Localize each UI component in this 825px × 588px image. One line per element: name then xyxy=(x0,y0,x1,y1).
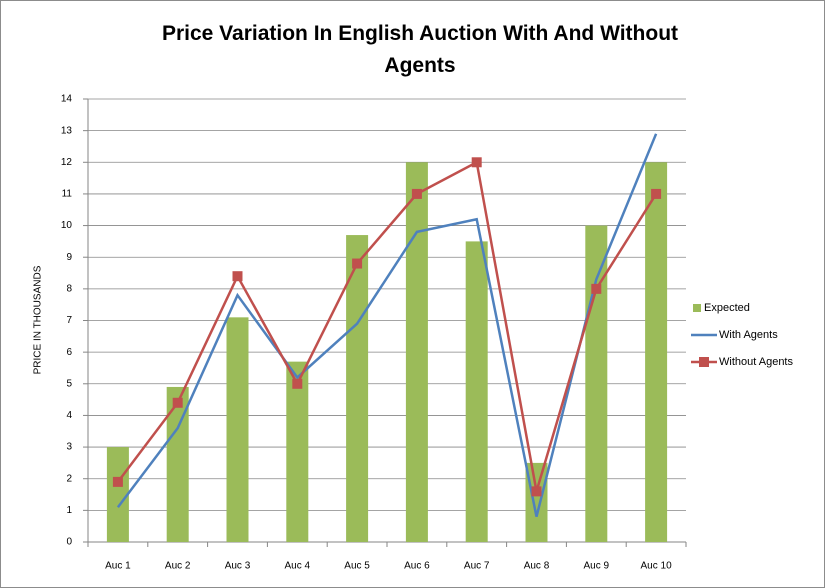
y-tick-label: 14 xyxy=(61,94,73,105)
legend-label: Expected xyxy=(704,302,750,314)
legend-label: Without Agents xyxy=(719,356,793,368)
bar xyxy=(226,317,249,542)
x-tick-label: Auc 5 xyxy=(344,561,370,572)
bar xyxy=(645,162,668,543)
marker xyxy=(471,157,482,168)
y-tick-label: 1 xyxy=(66,505,72,516)
marker xyxy=(651,188,662,199)
y-tick-label: 10 xyxy=(61,220,73,231)
marker xyxy=(232,271,243,282)
legend-label: With Agents xyxy=(719,329,778,341)
x-tick-label: Auc 10 xyxy=(641,561,673,572)
y-tick-label: 8 xyxy=(66,283,72,294)
marker xyxy=(531,486,542,497)
marker xyxy=(172,397,183,408)
y-tick-label: 0 xyxy=(66,537,72,548)
y-tick-label: 7 xyxy=(66,315,72,326)
y-tick-label: 6 xyxy=(66,347,72,358)
x-tick-label: Auc 1 xyxy=(105,561,131,572)
bar xyxy=(106,447,129,542)
bar xyxy=(465,241,488,542)
x-tick-label: Auc 9 xyxy=(584,561,610,572)
y-tick-label: 5 xyxy=(66,378,72,389)
x-tick-label: Auc 2 xyxy=(165,561,191,572)
bar xyxy=(346,235,369,543)
x-tick-label: Auc 3 xyxy=(225,561,251,572)
y-tick-label: 9 xyxy=(66,252,72,263)
line xyxy=(116,160,658,492)
marker xyxy=(112,476,123,487)
x-tick-label: Auc 4 xyxy=(285,561,311,572)
marker xyxy=(352,258,363,269)
y-tick-label: 12 xyxy=(61,157,73,168)
y-tick-label: 4 xyxy=(66,410,72,421)
line xyxy=(116,133,658,517)
marker xyxy=(591,283,602,294)
legend-swatch xyxy=(693,304,701,312)
bar xyxy=(585,225,608,543)
y-axis-label: PRICE IN THOUSANDS xyxy=(33,265,44,374)
bar xyxy=(405,162,428,543)
bar xyxy=(286,361,309,542)
bar xyxy=(525,462,548,542)
marker xyxy=(292,378,303,389)
y-tick-label: 2 xyxy=(66,473,72,484)
x-tick-label: Auc 7 xyxy=(464,561,490,572)
marker xyxy=(411,188,422,199)
chart-title: Price Variation In English Auction With … xyxy=(161,22,679,77)
x-tick-label: Auc 8 xyxy=(524,561,550,572)
x-tick-label: Auc 6 xyxy=(404,561,430,572)
bar xyxy=(166,386,189,542)
legend-marker xyxy=(699,357,709,367)
y-tick-label: 3 xyxy=(66,442,72,453)
y-tick-label: 13 xyxy=(61,125,73,136)
y-tick-label: 11 xyxy=(62,189,73,200)
